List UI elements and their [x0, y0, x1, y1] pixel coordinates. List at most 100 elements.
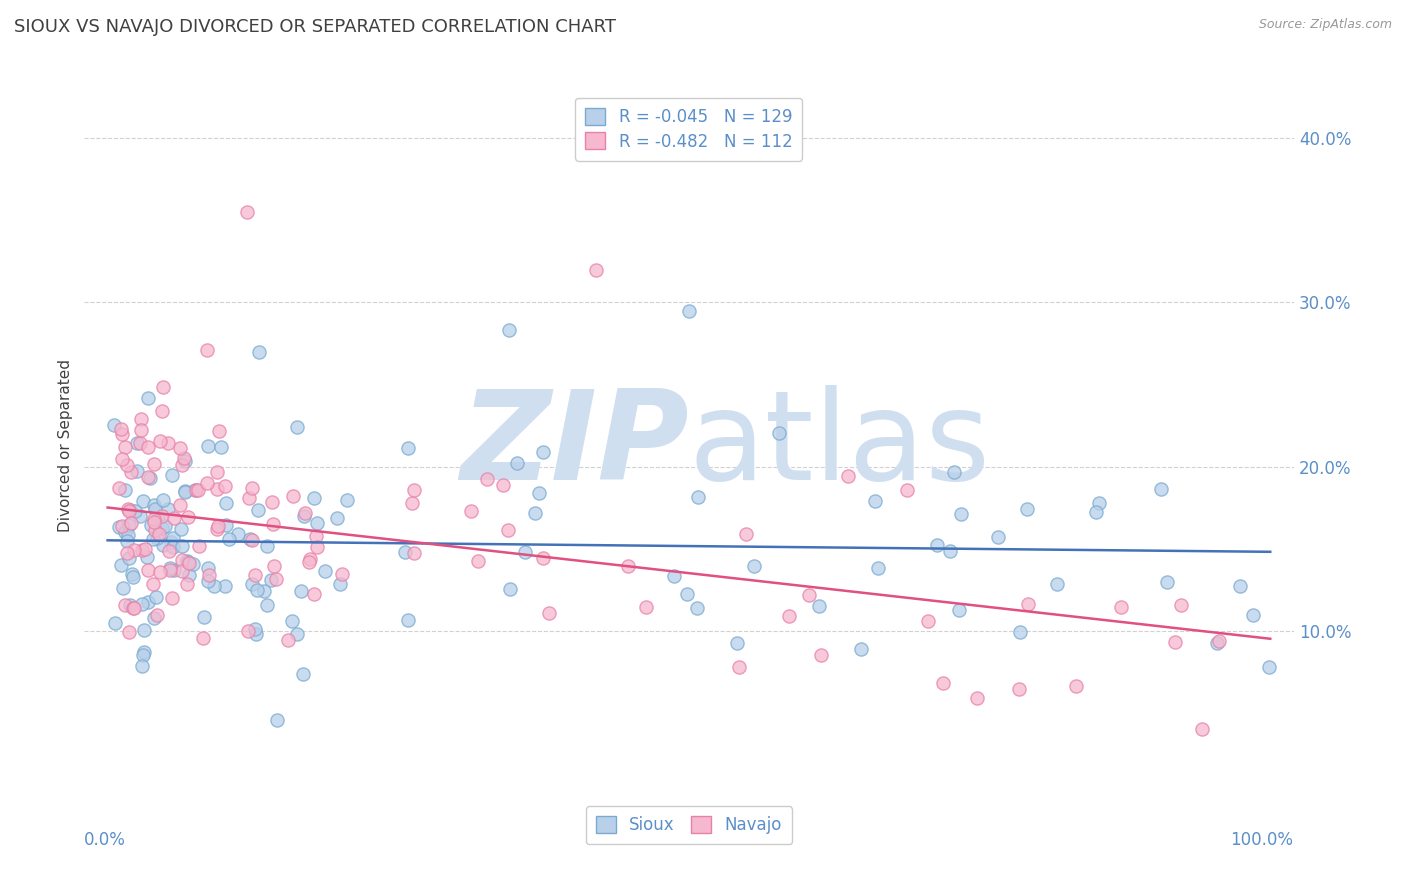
Point	[197, 343, 219, 358]
Point	[394, 544, 416, 558]
Point	[499, 582, 522, 596]
Point	[108, 520, 131, 534]
Point	[477, 472, 499, 486]
Point	[281, 614, 304, 628]
Point	[260, 495, 283, 509]
Point	[917, 614, 939, 628]
Point	[118, 504, 141, 518]
Point	[169, 441, 191, 455]
Point	[205, 465, 228, 479]
Point	[132, 623, 155, 637]
Point	[302, 491, 325, 505]
Point	[1150, 482, 1173, 496]
Point	[150, 404, 173, 418]
Point	[728, 660, 751, 674]
Point	[115, 533, 138, 548]
Point	[184, 483, 207, 497]
Point	[176, 576, 198, 591]
Legend: Sioux, Navajo: Sioux, Navajo	[586, 806, 792, 845]
Point	[118, 517, 141, 532]
Point	[1088, 496, 1111, 510]
Point	[138, 470, 160, 484]
Point	[238, 624, 260, 638]
Point	[136, 563, 159, 577]
Point	[1208, 634, 1230, 648]
Point	[187, 539, 209, 553]
Point	[143, 501, 166, 516]
Point	[143, 523, 166, 537]
Point	[170, 522, 193, 536]
Point	[505, 456, 527, 470]
Point	[131, 658, 153, 673]
Point	[145, 590, 167, 604]
Point	[460, 503, 482, 517]
Text: atlas: atlas	[689, 385, 991, 507]
Point	[299, 552, 322, 566]
Point	[515, 545, 537, 559]
Point	[285, 420, 308, 434]
Point	[191, 632, 214, 646]
Point	[214, 579, 236, 593]
Text: ZIP: ZIP	[460, 385, 689, 507]
Point	[467, 554, 489, 568]
Point	[966, 691, 988, 706]
Point	[122, 601, 145, 615]
Point	[1206, 636, 1229, 650]
Point	[1163, 635, 1185, 649]
Point	[290, 583, 312, 598]
Point	[114, 483, 136, 497]
Point	[260, 573, 283, 587]
Point	[169, 499, 191, 513]
Point	[585, 262, 607, 277]
Point	[157, 544, 180, 558]
Point	[159, 561, 181, 575]
Point	[136, 595, 159, 609]
Point	[187, 483, 209, 497]
Point	[148, 527, 170, 541]
Point	[1008, 682, 1031, 697]
Point	[491, 478, 513, 492]
Point	[162, 540, 184, 554]
Point	[176, 554, 198, 568]
Point	[245, 622, 267, 636]
Point	[1046, 577, 1069, 591]
Point	[742, 558, 765, 573]
Point	[120, 465, 142, 479]
Point	[662, 569, 685, 583]
Point	[181, 557, 204, 571]
Point	[170, 564, 193, 578]
Point	[277, 632, 299, 647]
Point	[104, 616, 127, 631]
Point	[120, 503, 142, 517]
Point	[162, 511, 184, 525]
Point	[678, 303, 700, 318]
Point	[208, 425, 231, 439]
Point	[256, 599, 278, 613]
Point	[128, 435, 150, 450]
Point	[162, 591, 184, 605]
Point	[177, 556, 200, 570]
Point	[402, 483, 425, 498]
Point	[281, 489, 304, 503]
Point	[768, 425, 790, 440]
Point	[242, 481, 264, 495]
Point	[139, 471, 162, 485]
Point	[142, 457, 165, 471]
Point	[725, 636, 748, 650]
Point	[198, 567, 221, 582]
Point	[128, 509, 150, 524]
Point	[111, 426, 134, 441]
Point	[865, 494, 887, 508]
Point	[143, 512, 166, 526]
Point	[1257, 659, 1279, 673]
Point	[117, 528, 139, 542]
Point	[103, 417, 125, 432]
Point	[314, 565, 336, 579]
Point	[240, 577, 263, 591]
Point	[122, 543, 145, 558]
Point	[146, 531, 169, 545]
Point	[156, 435, 179, 450]
Point	[131, 411, 153, 425]
Point	[1084, 505, 1107, 519]
Point	[163, 563, 186, 577]
